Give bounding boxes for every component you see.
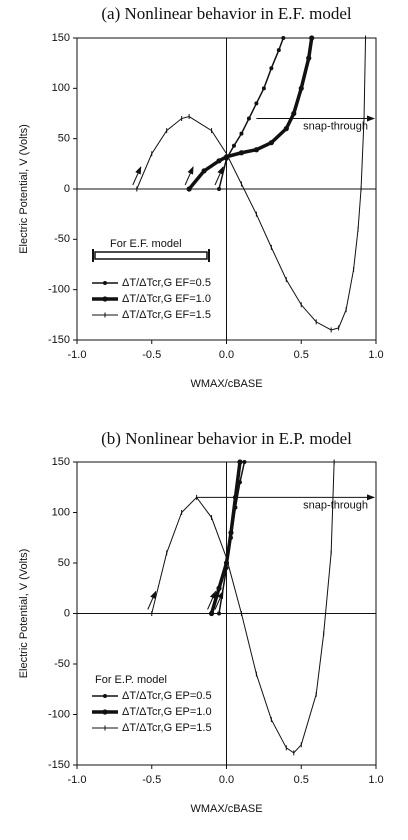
chart-title: (b) Nonlinear behavior in E.P. model	[101, 429, 352, 448]
legend-marker	[103, 281, 107, 285]
data-point	[239, 131, 244, 136]
data-point	[242, 460, 247, 464]
data-point	[232, 494, 239, 500]
series-line	[151, 461, 335, 754]
y-tick-label: 0	[64, 183, 70, 195]
start-arrow	[207, 590, 217, 610]
x-tick-label: -0.5	[142, 774, 161, 786]
start-arrow	[184, 166, 194, 186]
data-point	[217, 187, 222, 191]
chart-title: (a) Nonlinear behavior in E.F. model	[101, 4, 352, 23]
y-tick-label: 150	[52, 32, 70, 44]
x-tick-label: 1.0	[368, 349, 383, 361]
y-tick-label: 50	[58, 133, 70, 145]
x-tick-label: -0.5	[142, 349, 161, 361]
x-axis-label: WMAX/cBASE	[190, 803, 262, 815]
y-tick-label: -150	[48, 334, 70, 346]
x-tick-label: 0.0	[219, 349, 234, 361]
data-point	[253, 147, 259, 153]
legend-title: For E.F. model	[110, 238, 182, 250]
y-tick-label: -150	[48, 759, 70, 771]
x-tick-label: -1.0	[68, 349, 87, 361]
legend-label: ΔT/ΔTcr,G EP=1.5	[122, 722, 212, 734]
legend-label: ΔT/ΔTcr,G EP=0.5	[122, 690, 212, 702]
y-tick-label: 50	[58, 557, 70, 569]
data-point	[269, 66, 274, 71]
legend-label: ΔT/ΔTcr,G EF=0.5	[122, 277, 211, 289]
series-line	[218, 37, 285, 190]
data-point	[238, 150, 245, 156]
data-point	[208, 610, 215, 617]
y-tick-label: -50	[54, 233, 70, 245]
data-point	[186, 186, 192, 192]
legend-marker	[103, 694, 107, 698]
annotation: snap-through	[303, 499, 368, 511]
data-point	[216, 585, 222, 591]
y-axis-label: Electric Potential, V (Volts)	[18, 124, 30, 254]
data-point	[216, 158, 222, 164]
series-line	[187, 37, 314, 191]
x-tick-label: 0.5	[294, 774, 309, 786]
y-tick-label: 100	[52, 82, 70, 94]
legend-label: ΔT/ΔTcr,G EF=1.5	[122, 309, 211, 321]
legend-marker	[102, 296, 108, 302]
data-point	[246, 116, 251, 121]
data-point	[276, 48, 281, 53]
x-axis-label: WMAX/cBASE	[190, 378, 262, 390]
legend-label: ΔT/ΔTcr,G EF=1.0	[122, 293, 211, 305]
y-tick-label: 100	[52, 506, 70, 518]
data-point	[298, 85, 304, 91]
data-point	[281, 36, 286, 40]
y-tick-label: 0	[64, 607, 70, 619]
start-arrow	[214, 590, 224, 610]
data-point	[201, 168, 207, 174]
start-arrow	[132, 166, 142, 186]
data-point	[254, 101, 259, 106]
y-tick-label: -50	[54, 658, 70, 670]
legend-label: ΔT/ΔTcr,G EP=1.0	[122, 706, 212, 718]
y-axis-label: Electric Potential, V (Volts)	[18, 549, 30, 679]
y-tick-label: 150	[52, 456, 70, 468]
x-tick-label: 1.0	[368, 774, 383, 786]
data-point	[283, 126, 289, 132]
data-point	[261, 86, 266, 91]
x-tick-label: -1.0	[68, 774, 87, 786]
start-arrow	[214, 166, 224, 186]
legend-marker	[102, 709, 108, 715]
data-point	[306, 55, 312, 61]
beam-icon	[94, 251, 208, 260]
data-point	[268, 140, 274, 146]
y-tick-label: -100	[48, 284, 70, 296]
data-point	[291, 110, 297, 117]
data-point	[231, 143, 236, 148]
y-tick-label: -100	[48, 708, 70, 720]
x-tick-label: 0.5	[294, 349, 309, 361]
legend-title: For E.P. model	[95, 674, 167, 686]
start-arrow	[147, 590, 157, 610]
x-tick-label: 0.0	[219, 774, 234, 786]
data-point	[237, 459, 243, 465]
data-point	[228, 530, 234, 536]
data-point	[309, 35, 315, 41]
annotation: snap-through	[303, 120, 368, 132]
data-point	[217, 611, 222, 616]
series-line	[209, 461, 242, 614]
